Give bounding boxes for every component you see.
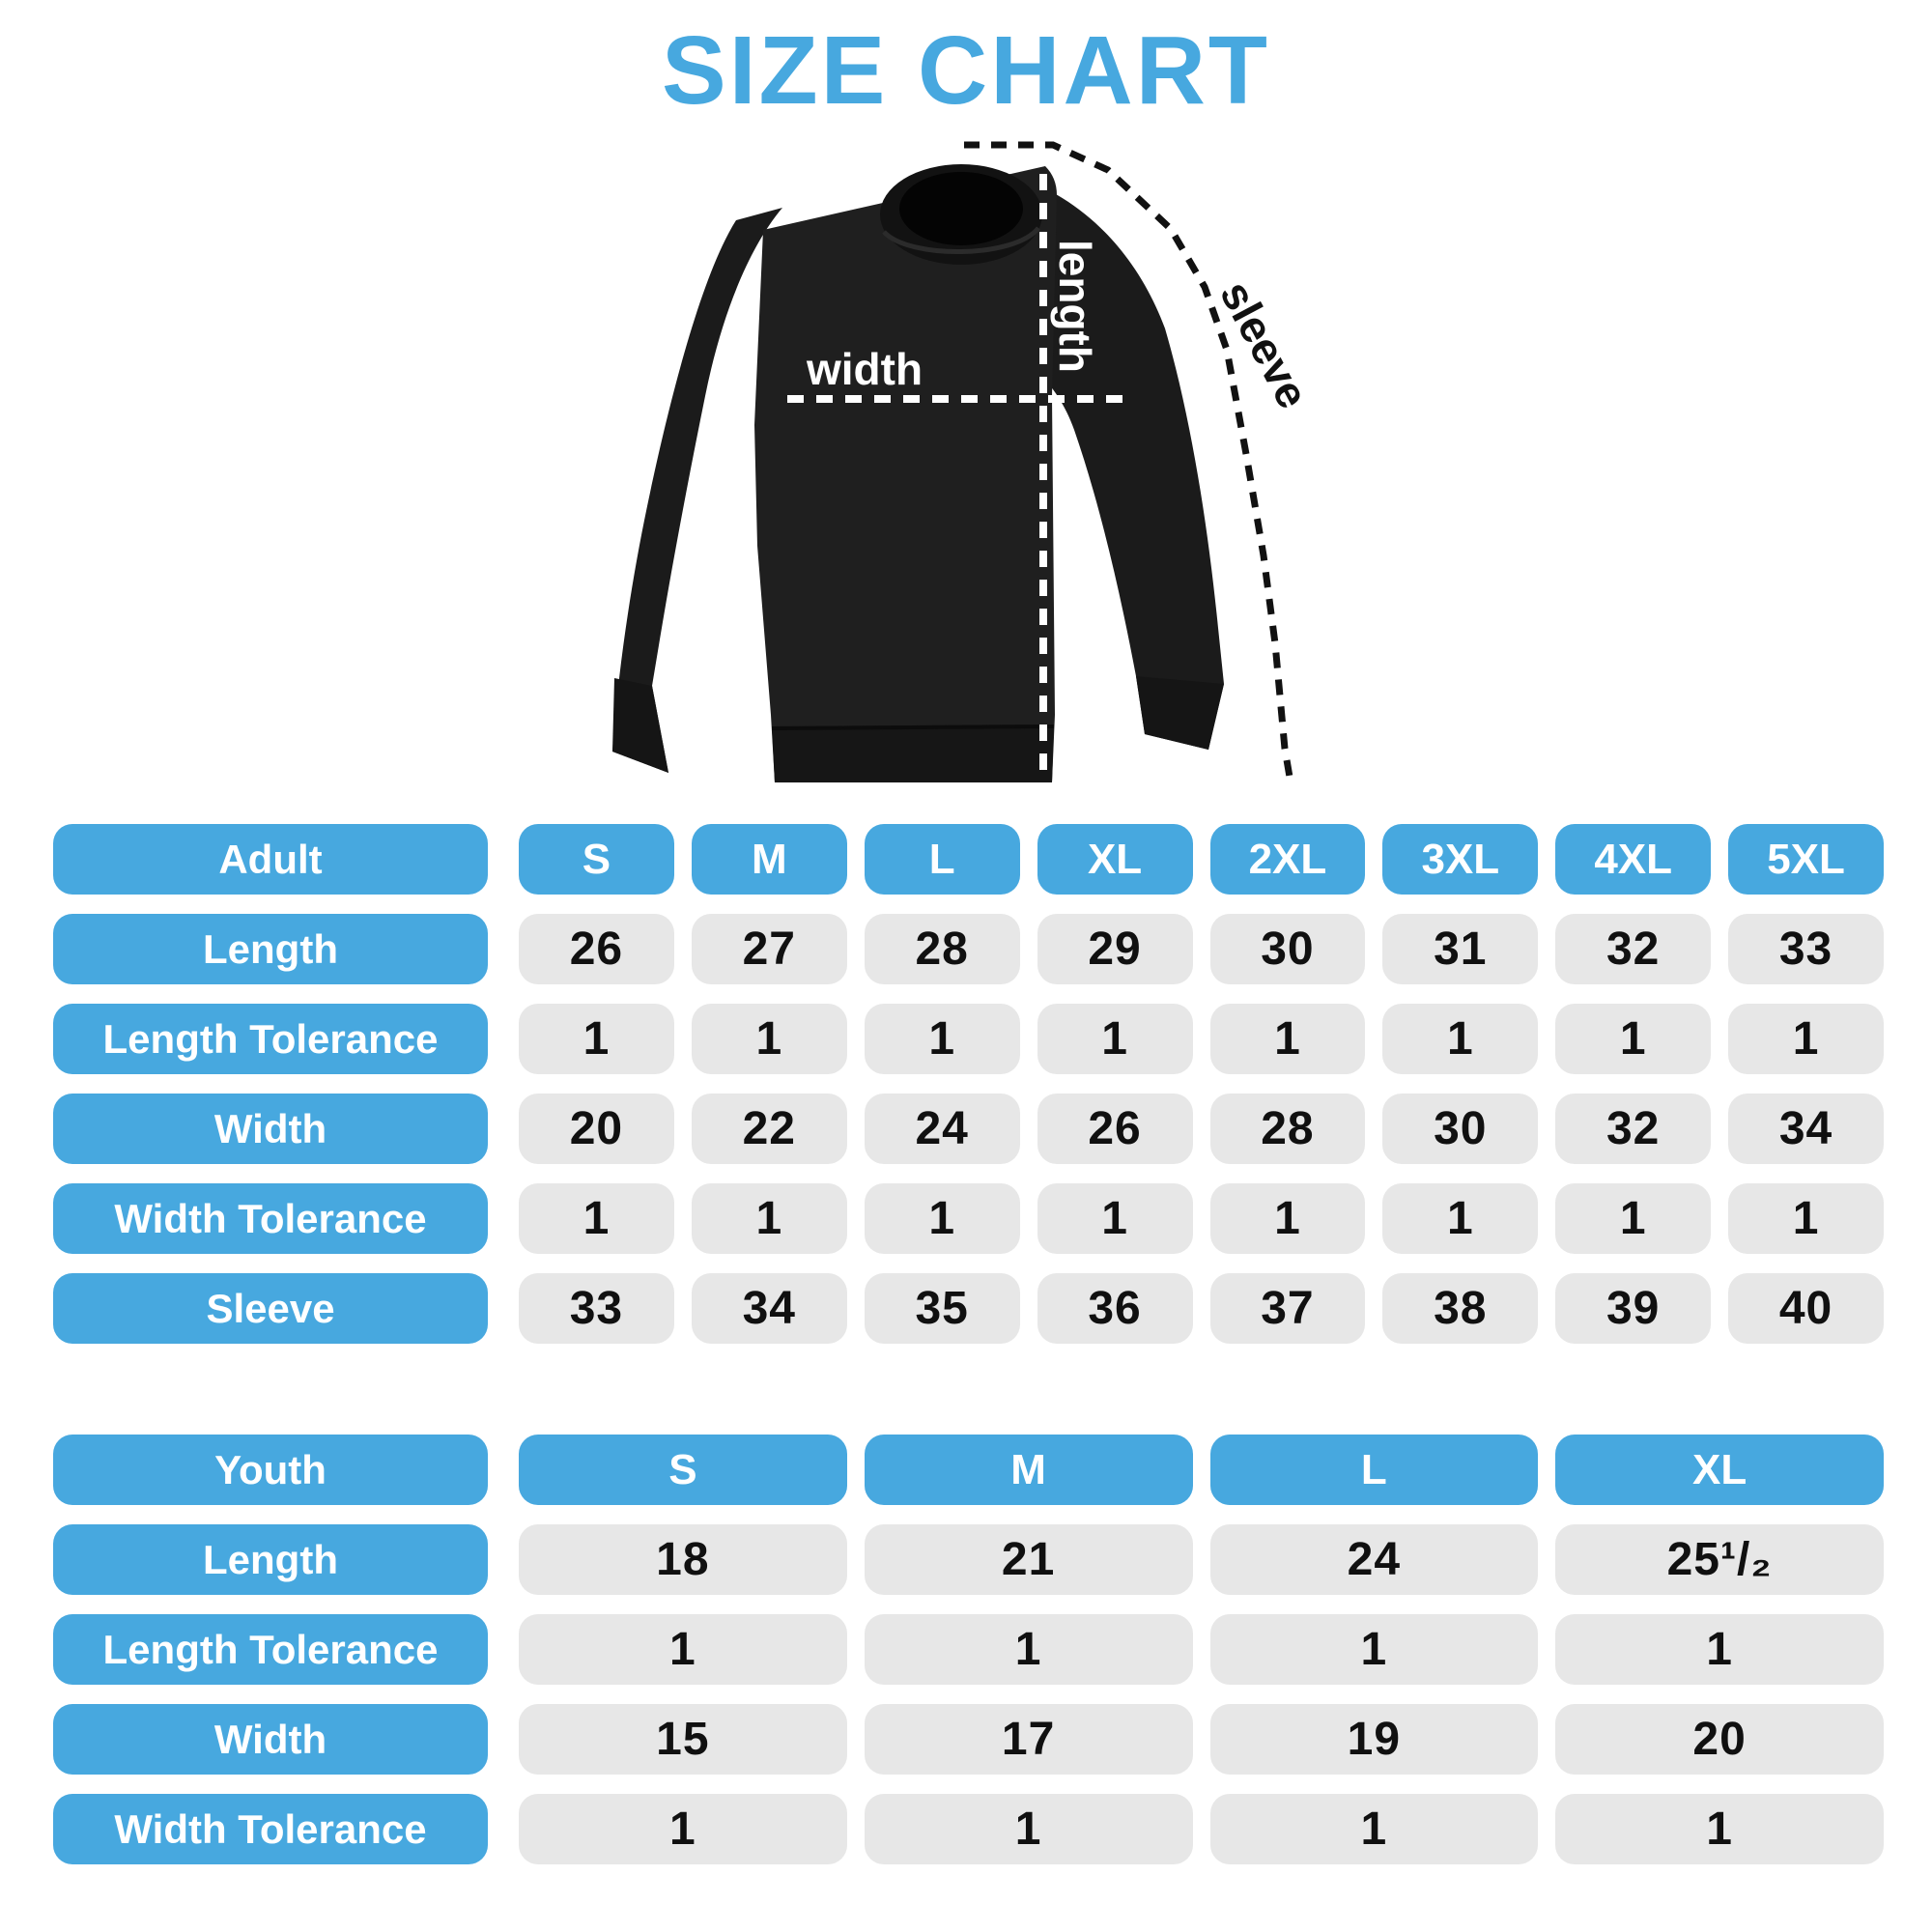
adult-value-cell: 32: [1555, 914, 1712, 984]
adult-size-header: 5XL: [1728, 824, 1884, 895]
youth-value-cell: 21: [864, 1524, 1193, 1595]
youth-size-header: XL: [1555, 1435, 1884, 1505]
adult-row-label: Length: [53, 914, 488, 984]
youth-row-label: Width: [53, 1704, 488, 1775]
adult-value-cell: 1: [1209, 1004, 1366, 1074]
adult-value-cell: 29: [1037, 914, 1193, 984]
youth-value-cell: 1: [1555, 1614, 1884, 1685]
youth-row-label: Length Tolerance: [53, 1614, 488, 1685]
adult-size-header: M: [691, 824, 847, 895]
youth-table-title: Youth: [53, 1435, 488, 1505]
sweatshirt-right-sleeve: [1005, 174, 1224, 750]
youth-size-header: M: [864, 1435, 1193, 1505]
adult-value-cell: 1: [864, 1183, 1020, 1254]
adult-size-header: S: [519, 824, 674, 895]
adult-table-title: Adult: [53, 824, 488, 895]
adult-value-cell: 1: [1382, 1183, 1539, 1254]
adult-value-cell: 33: [1728, 914, 1884, 984]
sweatshirt-cuffs: [612, 676, 1224, 773]
adult-value-cell: 37: [1209, 1273, 1366, 1344]
youth-value-cell: 1: [1209, 1614, 1539, 1685]
adult-row-label: Width: [53, 1094, 488, 1164]
adult-size-header: 4XL: [1555, 824, 1712, 895]
youth-value-cell: 18: [519, 1524, 847, 1595]
youth-value-cell: 1: [1555, 1794, 1884, 1864]
adult-value-cell: 38: [1382, 1273, 1539, 1344]
adult-row-label: Sleeve: [53, 1273, 488, 1344]
youth-value-cell: 15: [519, 1704, 847, 1775]
sweatshirt-collar: [880, 164, 1042, 265]
adult-value-cell: 1: [519, 1183, 674, 1254]
youth-value-cell: 1: [519, 1794, 847, 1864]
adult-size-header: XL: [1037, 824, 1193, 895]
youth-value-cell: 19: [1209, 1704, 1539, 1775]
youth-value-cell: 1: [864, 1794, 1193, 1864]
adult-value-cell: 1: [1728, 1183, 1884, 1254]
adult-value-cell: 1: [1382, 1004, 1539, 1074]
youth-row-label: Length: [53, 1524, 488, 1595]
adult-value-cell: 28: [864, 914, 1020, 984]
adult-value-cell: 22: [691, 1094, 847, 1164]
adult-size-header: L: [864, 824, 1020, 895]
adult-value-cell: 30: [1209, 914, 1366, 984]
adult-value-cell: 1: [1728, 1004, 1884, 1074]
adult-value-cell: 1: [1555, 1183, 1712, 1254]
adult-row-label: Length Tolerance: [53, 1004, 488, 1074]
adult-value-cell: 1: [1209, 1183, 1366, 1254]
adult-value-cell: 26: [519, 914, 674, 984]
width-measure-label: width: [806, 344, 923, 394]
adult-size-table: Adult S M L XL 2XL 3XL 4XL 5XL Length 26 27 28 29 30 31…: [53, 824, 1884, 1344]
youth-value-cell: 1: [519, 1614, 847, 1685]
adult-value-cell: 40: [1728, 1273, 1884, 1344]
adult-value-cell: 1: [864, 1004, 1020, 1074]
adult-value-cell: 39: [1555, 1273, 1712, 1344]
sweatshirt-illustration: width length sleeve: [612, 141, 1319, 783]
adult-value-cell: 26: [1037, 1094, 1193, 1164]
adult-value-cell: 33: [519, 1273, 674, 1344]
adult-size-header: 2XL: [1209, 824, 1366, 895]
adult-value-cell: 1: [1037, 1183, 1193, 1254]
adult-value-cell: 1: [691, 1183, 847, 1254]
adult-size-header: 3XL: [1382, 824, 1539, 895]
sweatshirt-measure-diagram: width length sleeve: [473, 106, 1459, 821]
adult-value-cell: 34: [1728, 1094, 1884, 1164]
youth-value-cell: 24: [1209, 1524, 1539, 1595]
adult-value-cell: 1: [691, 1004, 847, 1074]
adult-row-label: Width Tolerance: [53, 1183, 488, 1254]
youth-value-cell: 1: [1209, 1794, 1539, 1864]
youth-value-cell: 1: [864, 1614, 1193, 1685]
youth-value-cell: 20: [1555, 1704, 1884, 1775]
adult-value-cell: 24: [864, 1094, 1020, 1164]
adult-value-cell: 35: [864, 1273, 1020, 1344]
youth-value-cell: 25¹/₂: [1555, 1524, 1884, 1595]
adult-value-cell: 31: [1382, 914, 1539, 984]
adult-value-cell: 30: [1382, 1094, 1539, 1164]
youth-size-header: S: [519, 1435, 847, 1505]
youth-size-header: L: [1209, 1435, 1539, 1505]
youth-value-cell: 17: [864, 1704, 1193, 1775]
adult-value-cell: 32: [1555, 1094, 1712, 1164]
adult-value-cell: 36: [1037, 1273, 1193, 1344]
sweatshirt-left-sleeve: [612, 208, 782, 773]
adult-value-cell: 28: [1209, 1094, 1366, 1164]
youth-size-table: Youth S M L XL Length 18 21 24 25¹/₂ Length Tolera…: [53, 1435, 1884, 1864]
sweatshirt-body: [754, 166, 1057, 782]
length-measure-label: length: [1050, 240, 1100, 373]
adult-value-cell: 20: [519, 1094, 674, 1164]
adult-value-cell: 1: [519, 1004, 674, 1074]
adult-value-cell: 1: [1037, 1004, 1193, 1074]
adult-value-cell: 1: [1555, 1004, 1712, 1074]
adult-value-cell: 27: [691, 914, 847, 984]
page-title: SIZE CHART: [662, 16, 1270, 125]
adult-value-cell: 34: [691, 1273, 847, 1344]
sweatshirt-hem-band: [772, 724, 1054, 782]
youth-row-label: Width Tolerance: [53, 1794, 488, 1864]
